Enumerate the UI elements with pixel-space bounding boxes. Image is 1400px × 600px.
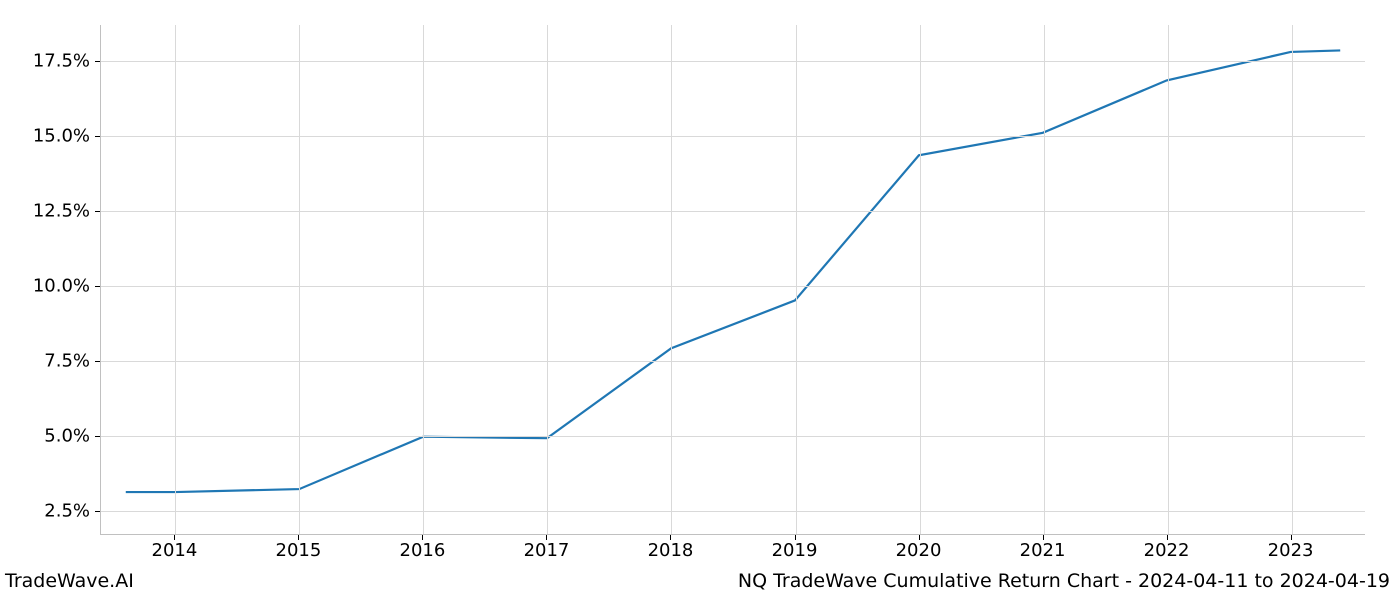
x-tick-label: 2018 — [648, 540, 694, 561]
x-tick-mark — [1043, 535, 1044, 540]
y-tick-mark — [95, 361, 100, 362]
y-tick-label: 12.5% — [33, 201, 90, 222]
x-tick-label: 2017 — [524, 540, 570, 561]
grid-line-horizontal — [101, 136, 1365, 137]
grid-line-horizontal — [101, 511, 1365, 512]
x-tick-label: 2014 — [152, 540, 198, 561]
x-tick-label: 2023 — [1268, 540, 1314, 561]
x-tick-label: 2015 — [276, 540, 322, 561]
y-tick-mark — [95, 436, 100, 437]
y-tick-mark — [95, 211, 100, 212]
grid-line-horizontal — [101, 61, 1365, 62]
footer-brand: TradeWave.AI — [5, 570, 134, 592]
x-tick-mark — [298, 535, 299, 540]
x-tick-mark — [1167, 535, 1168, 540]
footer-caption: NQ TradeWave Cumulative Return Chart - 2… — [738, 570, 1390, 592]
grid-line-vertical — [423, 25, 424, 534]
y-tick-label: 5.0% — [44, 426, 90, 447]
grid-line-vertical — [175, 25, 176, 534]
x-tick-mark — [546, 535, 547, 540]
y-tick-mark — [95, 136, 100, 137]
x-tick-mark — [795, 535, 796, 540]
grid-line-horizontal — [101, 436, 1365, 437]
grid-line-horizontal — [101, 361, 1365, 362]
x-tick-mark — [670, 535, 671, 540]
grid-line-vertical — [1168, 25, 1169, 534]
x-tick-label: 2020 — [896, 540, 942, 561]
grid-line-vertical — [920, 25, 921, 534]
chart-plot-area — [100, 25, 1365, 535]
y-tick-mark — [95, 286, 100, 287]
y-tick-mark — [95, 511, 100, 512]
y-tick-label: 10.0% — [33, 276, 90, 297]
grid-line-vertical — [547, 25, 548, 534]
x-tick-label: 2016 — [400, 540, 446, 561]
y-tick-label: 2.5% — [44, 501, 90, 522]
grid-line-vertical — [299, 25, 300, 534]
x-tick-label: 2021 — [1020, 540, 1066, 561]
grid-line-vertical — [1044, 25, 1045, 534]
y-tick-label: 15.0% — [33, 126, 90, 147]
y-tick-label: 17.5% — [33, 51, 90, 72]
chart-line — [126, 50, 1340, 492]
grid-line-vertical — [796, 25, 797, 534]
y-tick-label: 7.5% — [44, 351, 90, 372]
grid-line-vertical — [671, 25, 672, 534]
grid-line-horizontal — [101, 211, 1365, 212]
x-tick-mark — [1291, 535, 1292, 540]
x-tick-label: 2022 — [1144, 540, 1190, 561]
grid-line-horizontal — [101, 286, 1365, 287]
x-tick-label: 2019 — [772, 540, 818, 561]
x-tick-mark — [174, 535, 175, 540]
line-chart-svg — [101, 25, 1365, 534]
x-tick-mark — [422, 535, 423, 540]
x-tick-mark — [919, 535, 920, 540]
y-tick-mark — [95, 61, 100, 62]
grid-line-vertical — [1292, 25, 1293, 534]
